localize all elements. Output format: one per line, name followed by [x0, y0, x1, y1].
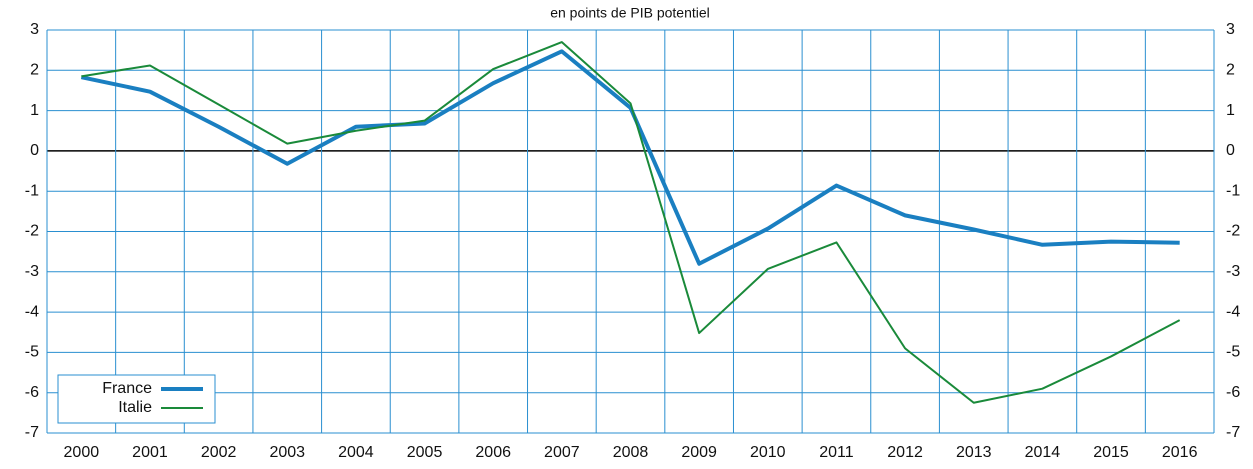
x-tick-label: 2014 — [1025, 444, 1061, 461]
y-tick-label: 2 — [30, 62, 39, 79]
y-tick-label-right: 1 — [1226, 102, 1235, 119]
y-tick-label: -1 — [25, 182, 39, 199]
x-tick-label: 2012 — [887, 444, 923, 461]
x-tick-label: 2007 — [544, 444, 580, 461]
chart-subtitle: en points de PIB potentiel — [550, 5, 710, 21]
y-tick-label-right: -3 — [1226, 263, 1240, 280]
y-tick-label-right: -6 — [1226, 384, 1240, 401]
y-tick-label: 3 — [30, 21, 39, 38]
x-tick-label: 2011 — [819, 444, 854, 461]
y-tick-label-right: 3 — [1226, 21, 1235, 38]
x-tick-label: 2010 — [750, 444, 786, 461]
y-tick-label-right: 0 — [1226, 142, 1235, 159]
x-tick-label: 2001 — [132, 444, 168, 461]
x-tick-label: 2006 — [475, 444, 511, 461]
x-tick-label: 2013 — [956, 444, 992, 461]
x-tick-label: 2005 — [407, 444, 443, 461]
y-tick-label: -7 — [25, 424, 39, 441]
x-tick-label: 2008 — [613, 444, 649, 461]
x-tick-label: 2000 — [64, 444, 100, 461]
x-tick-label: 2015 — [1093, 444, 1129, 461]
legend-label: France — [102, 380, 152, 397]
legend-box — [57, 374, 216, 424]
y-tick-label-right: -5 — [1226, 344, 1240, 361]
y-tick-label: -5 — [25, 344, 39, 361]
y-tick-label-right: -4 — [1226, 303, 1240, 320]
y-tick-label: -3 — [25, 263, 39, 280]
x-tick-label: 2004 — [338, 444, 374, 461]
y-tick-label: -2 — [25, 223, 39, 240]
y-tick-label-right: -7 — [1226, 424, 1240, 441]
line-series — [81, 41, 1181, 404]
x-tick-label: 2002 — [201, 444, 237, 461]
y-tick-label: 1 — [30, 102, 39, 119]
y-tick-label-right: -1 — [1226, 182, 1240, 199]
y-tick-label-right: -2 — [1226, 223, 1240, 240]
y-tick-label: 0 — [30, 142, 39, 159]
y-tick-label: -4 — [25, 303, 39, 320]
x-tick-label: 2003 — [269, 444, 305, 461]
y-tick-label-right: 2 — [1226, 62, 1235, 79]
y-tick-label: -6 — [25, 384, 39, 401]
line-series — [80, 49, 1180, 266]
legend-label: Italie — [118, 399, 152, 416]
x-tick-label: 2016 — [1162, 444, 1198, 461]
x-tick-label: 2009 — [681, 444, 717, 461]
